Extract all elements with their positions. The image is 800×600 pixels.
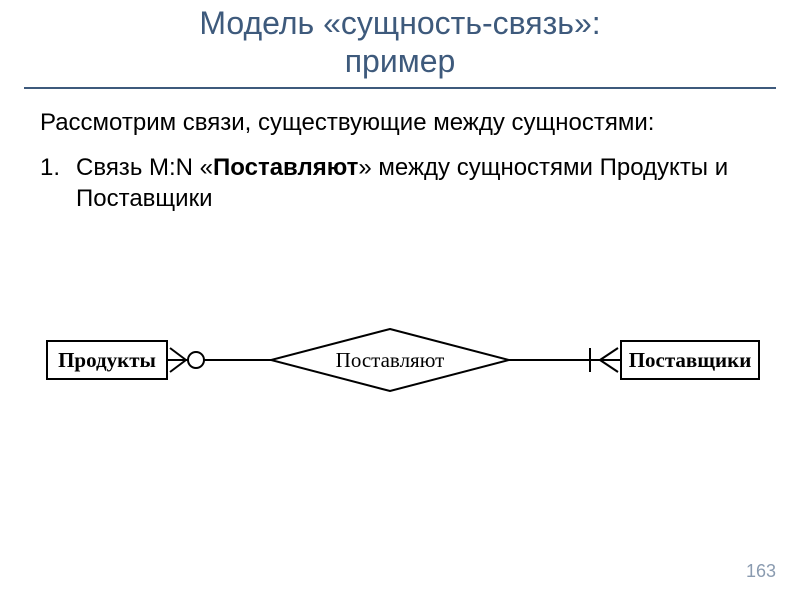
list-text: Связь M:N «Поставляют» между сущностями … xyxy=(76,152,760,214)
right-end-crow-bot xyxy=(600,360,618,372)
left-end-ring-icon xyxy=(188,352,204,368)
intro-paragraph: Рассмотрим связи, существующие между сущ… xyxy=(40,107,760,138)
relationship-diamond: Поставляют xyxy=(270,328,510,392)
right-end-crow-top xyxy=(600,348,618,360)
entity-left-label: Продукты xyxy=(58,348,156,373)
list-bold: Поставляют xyxy=(213,154,358,181)
relationship-label: Поставляют xyxy=(270,328,510,392)
list-prefix: Связь M:N « xyxy=(76,154,213,181)
slide-title: Модель «сущность-связь»: пример xyxy=(0,0,800,81)
er-diagram: Продукты Поставляют Поставщики xyxy=(0,300,800,450)
page-number: 163 xyxy=(746,561,776,582)
entity-right-label: Поставщики xyxy=(629,348,752,373)
slide: Модель «сущность-связь»: пример Рассмотр… xyxy=(0,0,800,600)
entity-right: Поставщики xyxy=(620,340,760,380)
list-item-1: 1. Связь M:N «Поставляют» между сущностя… xyxy=(40,152,760,214)
left-end-crow-top xyxy=(170,348,186,360)
title-line-1: Модель «сущность-связь»: xyxy=(199,5,600,41)
left-end-crow-bot xyxy=(170,360,186,372)
list-marker: 1. xyxy=(40,152,76,183)
entity-left: Продукты xyxy=(46,340,168,380)
body-text: Рассмотрим связи, существующие между сущ… xyxy=(0,89,800,215)
title-line-2: пример xyxy=(345,43,456,79)
